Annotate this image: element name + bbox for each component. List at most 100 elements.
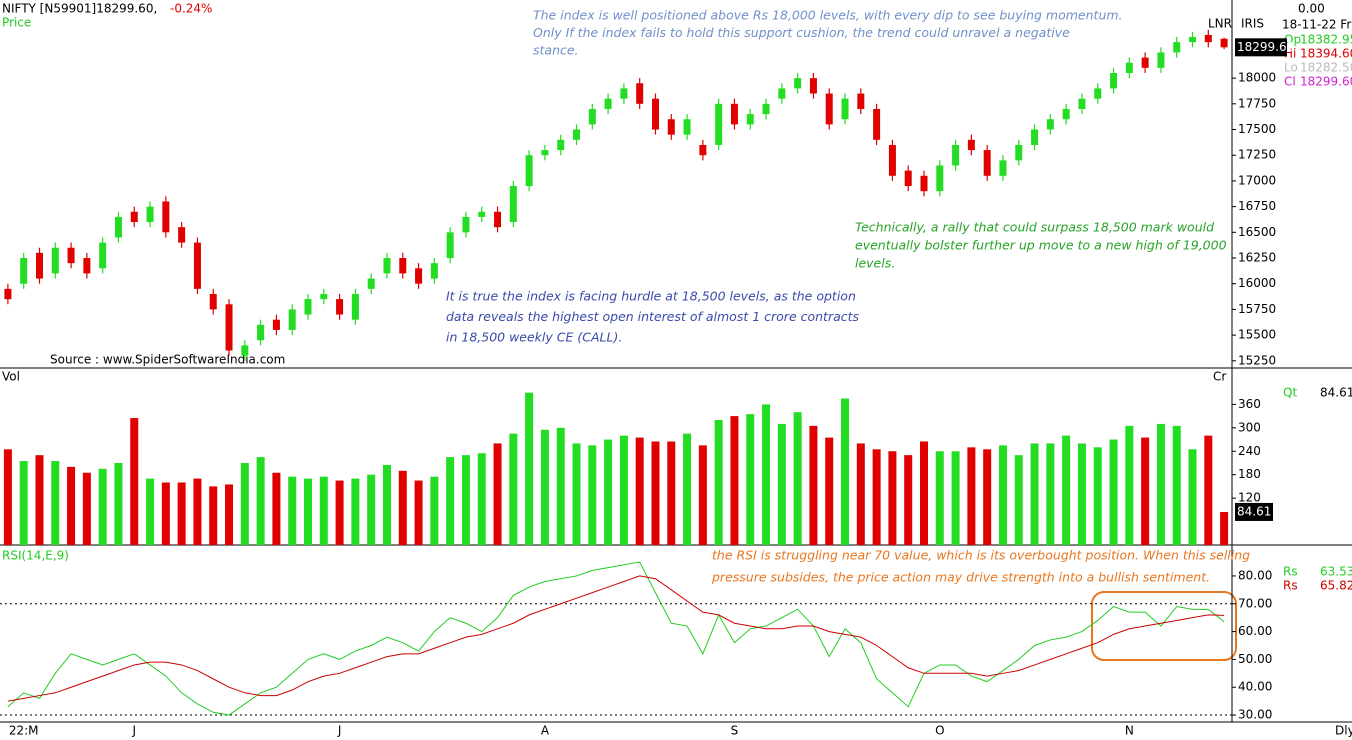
candle-body [1157, 52, 1165, 68]
volume-bar [1188, 449, 1197, 545]
volume-bar [619, 435, 628, 545]
candle-body [952, 144, 960, 166]
annotation: the RSI is struggling near 70 value, whi… [712, 548, 1250, 563]
candle-body [462, 216, 470, 233]
volume-bar [193, 478, 202, 545]
candle-body [525, 155, 533, 187]
volume-bar [1014, 455, 1023, 545]
volume-bar [951, 451, 960, 545]
x-tick-label: J [337, 724, 342, 738]
y-tick-label: 15500 [1238, 328, 1276, 342]
candle-body [257, 324, 265, 341]
volume-bar [398, 470, 407, 545]
candle-body [478, 211, 486, 217]
volume-bar [1093, 447, 1102, 545]
legend-name: Qt [1283, 386, 1297, 400]
volume-bar [762, 404, 771, 545]
ohlc-value: 18394.60 [1300, 47, 1352, 61]
candle-body [146, 206, 154, 223]
candle-body [51, 247, 59, 274]
volume-bar [683, 433, 692, 545]
candle-body [794, 78, 802, 89]
y-tick-label: 16750 [1238, 199, 1276, 213]
candle-body [272, 319, 280, 330]
volume-bar [98, 468, 107, 545]
candle-body [399, 258, 407, 274]
legend-name: Rs [1283, 579, 1298, 593]
y-tick-label: 18000 [1238, 71, 1276, 85]
ohlc-value: 18382.95 [1300, 33, 1352, 47]
volume-bar [304, 478, 312, 545]
candle-body [1204, 34, 1212, 43]
panel-label: Vol [2, 370, 20, 384]
y-tick-label: 40.00 [1238, 680, 1272, 694]
y-tick-label: 180 [1238, 467, 1261, 481]
candle-body [83, 258, 91, 274]
volume-bar [382, 464, 391, 545]
volume-bar [841, 398, 850, 545]
volume-bar [414, 480, 423, 545]
top-value: 0.00 [1298, 2, 1325, 16]
candle-body [1110, 72, 1118, 89]
candle-body [320, 293, 328, 300]
candle-body [778, 88, 786, 99]
annotation: data reveals the highest open interest o… [446, 309, 860, 324]
volume-bar [1062, 435, 1071, 545]
rsi-line [7, 575, 1225, 702]
candle-body [304, 299, 312, 315]
legend-name: Rs [1283, 565, 1298, 579]
candle-body [857, 93, 865, 109]
volume-bar [319, 476, 328, 545]
candle-body [888, 144, 896, 176]
volume-bar [651, 441, 660, 545]
volume-bar [1077, 443, 1086, 545]
last-price: 18299.60 [1237, 40, 1294, 54]
ohlc-name: Op [1284, 33, 1301, 47]
y-tick-label: 16500 [1238, 225, 1276, 239]
volume-bar [714, 420, 723, 545]
y-tick-label: 60.00 [1238, 624, 1272, 638]
volume-bar [888, 451, 897, 545]
volume-bar [588, 445, 597, 545]
y-tick-label: 70.00 [1238, 596, 1272, 610]
annotation: pressure subsides, the price action may … [711, 570, 1210, 585]
candle-body [1046, 119, 1054, 130]
candle-body [193, 242, 201, 289]
volume-bar [177, 482, 186, 545]
ohlc-value: 18299.60 [1300, 75, 1352, 89]
y-tick-label: 300 [1238, 420, 1261, 434]
volume-bar [1141, 437, 1150, 545]
candle-body [936, 165, 944, 192]
candle-body [683, 119, 691, 135]
volume-bar [272, 472, 281, 545]
volume-bar [1109, 439, 1118, 545]
panel-label: Cr [1213, 370, 1226, 384]
ohlc-value: 18282.50 [1300, 61, 1352, 75]
volume-bar [1220, 511, 1229, 545]
last-price-box [1235, 38, 1287, 57]
volume-bar [935, 451, 944, 545]
y-tick-label: 17250 [1238, 148, 1276, 162]
candle-body [730, 103, 738, 125]
candle-body [1141, 57, 1149, 68]
volume-bar [335, 480, 344, 545]
volume-bar [1046, 443, 1055, 545]
y-tick-label: 80.00 [1238, 568, 1272, 582]
ohlc-name: Cl [1284, 75, 1296, 89]
volume-bar [904, 455, 913, 545]
volume-bar [572, 443, 581, 545]
candle-body [114, 216, 122, 238]
candle-body [99, 242, 107, 269]
panel-label: RSI(14,E,9) [2, 549, 69, 563]
y-tick-label: 30.00 [1238, 708, 1272, 722]
candle-body [494, 211, 502, 228]
annotation: Technically, a rally that could surpass … [855, 220, 1214, 235]
candle-body [1062, 108, 1070, 120]
candle-body [415, 268, 423, 284]
volume-bar [3, 449, 12, 545]
annotation: stance. [533, 43, 579, 58]
y-tick-label: 15250 [1238, 353, 1276, 367]
volume-bar [525, 392, 534, 545]
candle-body [209, 293, 217, 310]
